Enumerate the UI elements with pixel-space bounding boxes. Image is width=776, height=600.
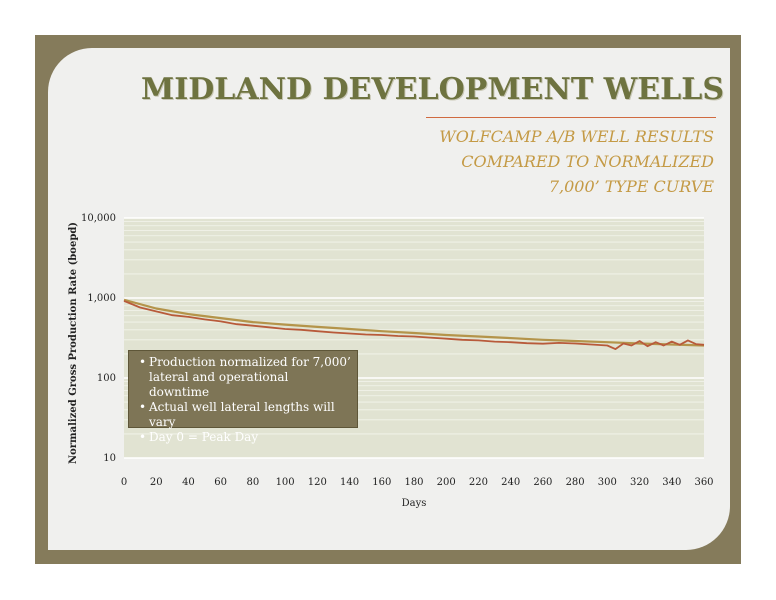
note-bullet: Actual well lateral lengths will vary <box>139 400 351 430</box>
notes-callout: Production normalized for 7,000’ lateral… <box>128 350 358 445</box>
note-bullet: Day 0 = Peak Day <box>139 430 351 445</box>
x-tick-label: 40 <box>182 477 195 488</box>
x-tick-label: 320 <box>630 477 649 488</box>
x-tick-label: 80 <box>247 477 260 488</box>
x-tick-label: 240 <box>501 477 520 488</box>
x-axis-ticks: 0 20 40 60 80 100 120 140 160 180 200 220 240 260 280 3… <box>121 477 714 488</box>
y-axis-ticks: 10 100 1,000 10,000 <box>81 213 116 464</box>
y-tick-label: 100 <box>97 373 116 384</box>
subtitle-line: WOLFCAMP A/B WELL RESULTS <box>439 127 714 146</box>
x-tick-label: 280 <box>566 477 585 488</box>
x-tick-label: 20 <box>150 477 163 488</box>
type-curve-line <box>123 298 705 347</box>
x-tick-label: 260 <box>533 477 552 488</box>
y-tick-label: 10 <box>103 453 116 464</box>
y-axis-title: Normalized Gross Production Rate (boepd) <box>68 222 79 464</box>
x-tick-label: 360 <box>694 477 713 488</box>
subtitle-line: 7,000’ TYPE CURVE <box>548 177 714 196</box>
x-tick-label: 0 <box>121 477 127 488</box>
x-axis-title: Days <box>402 498 427 509</box>
x-tick-label: 340 <box>662 477 681 488</box>
y-tick-label: 10,000 <box>81 213 116 224</box>
note-bullet: Production normalized for 7,000’ lateral… <box>139 355 351 400</box>
x-tick-label: 200 <box>437 477 456 488</box>
slide-subtitle: WOLFCAMP A/B WELL RESULTS COMPARED TO NO… <box>394 124 714 199</box>
x-tick-label: 220 <box>469 477 488 488</box>
title-divider <box>426 117 716 118</box>
well-results-line <box>123 300 705 351</box>
series-group <box>123 298 705 351</box>
x-tick-label: 60 <box>214 477 227 488</box>
x-tick-label: 100 <box>276 477 295 488</box>
subtitle-line: COMPARED TO NORMALIZED <box>461 152 714 171</box>
x-tick-label: 120 <box>308 477 327 488</box>
slide-title: MIDLAND DEVELOPMENT WELLS <box>141 72 724 107</box>
x-tick-label: 140 <box>340 477 359 488</box>
x-tick-label: 300 <box>598 477 617 488</box>
x-tick-label: 180 <box>404 477 423 488</box>
x-tick-label: 160 <box>372 477 391 488</box>
y-tick-label: 1,000 <box>87 293 116 304</box>
